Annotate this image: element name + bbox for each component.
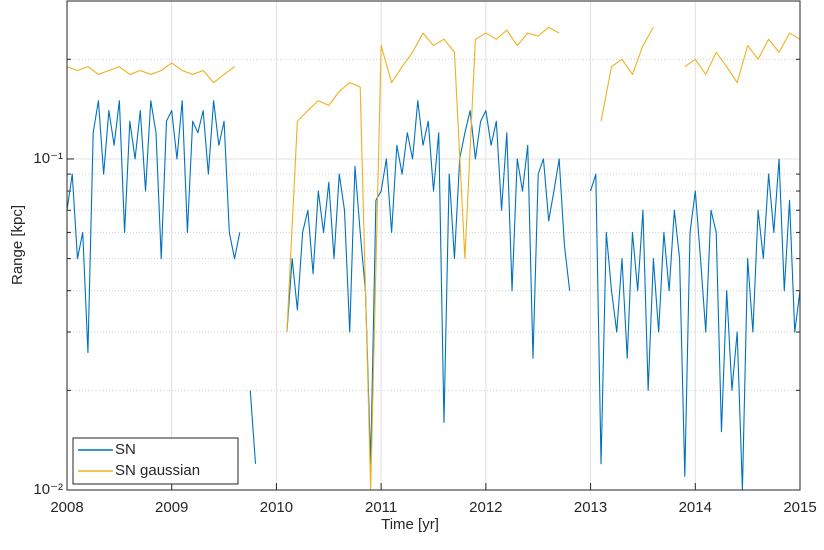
legend-label: SN gaussian bbox=[115, 462, 200, 479]
y-tick-label: 10⁻¹ bbox=[33, 150, 63, 167]
x-tick-label: 2015 bbox=[783, 499, 816, 516]
y-tick-label: 10⁻² bbox=[33, 481, 63, 498]
x-tick-label: 2011 bbox=[365, 499, 397, 516]
data-line bbox=[67, 100, 800, 490]
y-axis-label: Range [kpc] bbox=[9, 205, 26, 285]
x-tick-label: 2013 bbox=[574, 499, 607, 516]
x-axis-label: Time [yr] bbox=[381, 516, 439, 533]
legend-label: SN bbox=[115, 441, 136, 458]
legend-box bbox=[72, 437, 239, 485]
x-tick-label: 2010 bbox=[260, 499, 293, 516]
x-tick-label: 2014 bbox=[679, 499, 712, 516]
data-line bbox=[67, 26, 800, 490]
x-tick-label: 2008 bbox=[50, 499, 83, 516]
x-tick-label: 2009 bbox=[155, 499, 188, 516]
x-tick-label: 2012 bbox=[469, 499, 502, 516]
plot-frame bbox=[66, 0, 801, 491]
